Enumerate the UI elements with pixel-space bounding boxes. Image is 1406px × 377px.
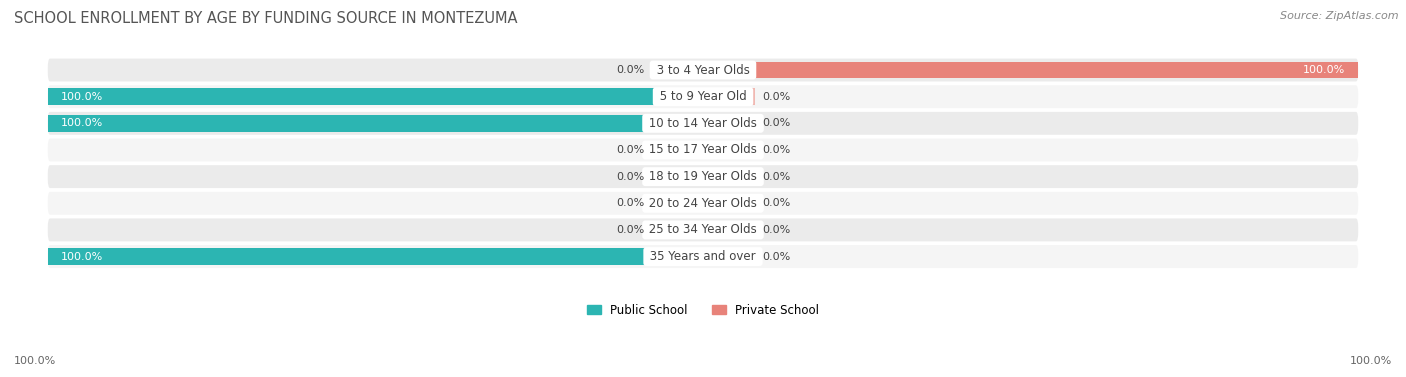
Text: 0.0%: 0.0% xyxy=(762,172,790,182)
Bar xyxy=(703,195,755,211)
Bar xyxy=(703,89,755,105)
Legend: Public School, Private School: Public School, Private School xyxy=(586,303,820,317)
Bar xyxy=(48,89,703,105)
FancyBboxPatch shape xyxy=(48,192,1358,215)
Bar xyxy=(651,62,703,78)
FancyBboxPatch shape xyxy=(48,58,1358,81)
Text: 0.0%: 0.0% xyxy=(762,92,790,102)
Bar xyxy=(703,115,755,132)
Text: 5 to 9 Year Old: 5 to 9 Year Old xyxy=(655,90,751,103)
Text: 18 to 19 Year Olds: 18 to 19 Year Olds xyxy=(645,170,761,183)
Text: Source: ZipAtlas.com: Source: ZipAtlas.com xyxy=(1281,11,1399,21)
FancyBboxPatch shape xyxy=(48,138,1358,161)
Bar xyxy=(651,195,703,211)
Bar xyxy=(651,169,703,185)
Text: 100.0%: 100.0% xyxy=(1303,65,1346,75)
Text: 0.0%: 0.0% xyxy=(762,198,790,208)
Text: 10 to 14 Year Olds: 10 to 14 Year Olds xyxy=(645,117,761,130)
Bar xyxy=(651,222,703,238)
FancyBboxPatch shape xyxy=(48,85,1358,108)
Bar xyxy=(703,248,755,265)
Bar xyxy=(703,222,755,238)
Text: 0.0%: 0.0% xyxy=(762,118,790,128)
Text: 0.0%: 0.0% xyxy=(762,225,790,235)
Text: 0.0%: 0.0% xyxy=(616,65,644,75)
Text: 100.0%: 100.0% xyxy=(60,251,103,262)
Text: 3 to 4 Year Olds: 3 to 4 Year Olds xyxy=(652,63,754,77)
Bar xyxy=(703,169,755,185)
Bar xyxy=(703,142,755,158)
Text: 0.0%: 0.0% xyxy=(616,172,644,182)
FancyBboxPatch shape xyxy=(48,165,1358,188)
Text: 0.0%: 0.0% xyxy=(762,251,790,262)
Text: 0.0%: 0.0% xyxy=(616,225,644,235)
FancyBboxPatch shape xyxy=(48,245,1358,268)
Text: 100.0%: 100.0% xyxy=(60,118,103,128)
Text: 20 to 24 Year Olds: 20 to 24 Year Olds xyxy=(645,197,761,210)
Text: SCHOOL ENROLLMENT BY AGE BY FUNDING SOURCE IN MONTEZUMA: SCHOOL ENROLLMENT BY AGE BY FUNDING SOUR… xyxy=(14,11,517,26)
Text: 35 Years and over: 35 Years and over xyxy=(647,250,759,263)
Bar xyxy=(48,248,703,265)
Text: 25 to 34 Year Olds: 25 to 34 Year Olds xyxy=(645,224,761,236)
Text: 100.0%: 100.0% xyxy=(14,356,56,366)
Text: 100.0%: 100.0% xyxy=(1350,356,1392,366)
Bar xyxy=(651,142,703,158)
Text: 15 to 17 Year Olds: 15 to 17 Year Olds xyxy=(645,144,761,156)
FancyBboxPatch shape xyxy=(48,218,1358,241)
FancyBboxPatch shape xyxy=(48,112,1358,135)
Text: 0.0%: 0.0% xyxy=(616,198,644,208)
Text: 0.0%: 0.0% xyxy=(616,145,644,155)
Bar xyxy=(48,115,703,132)
Bar xyxy=(703,62,1358,78)
Text: 100.0%: 100.0% xyxy=(60,92,103,102)
Text: 0.0%: 0.0% xyxy=(762,145,790,155)
